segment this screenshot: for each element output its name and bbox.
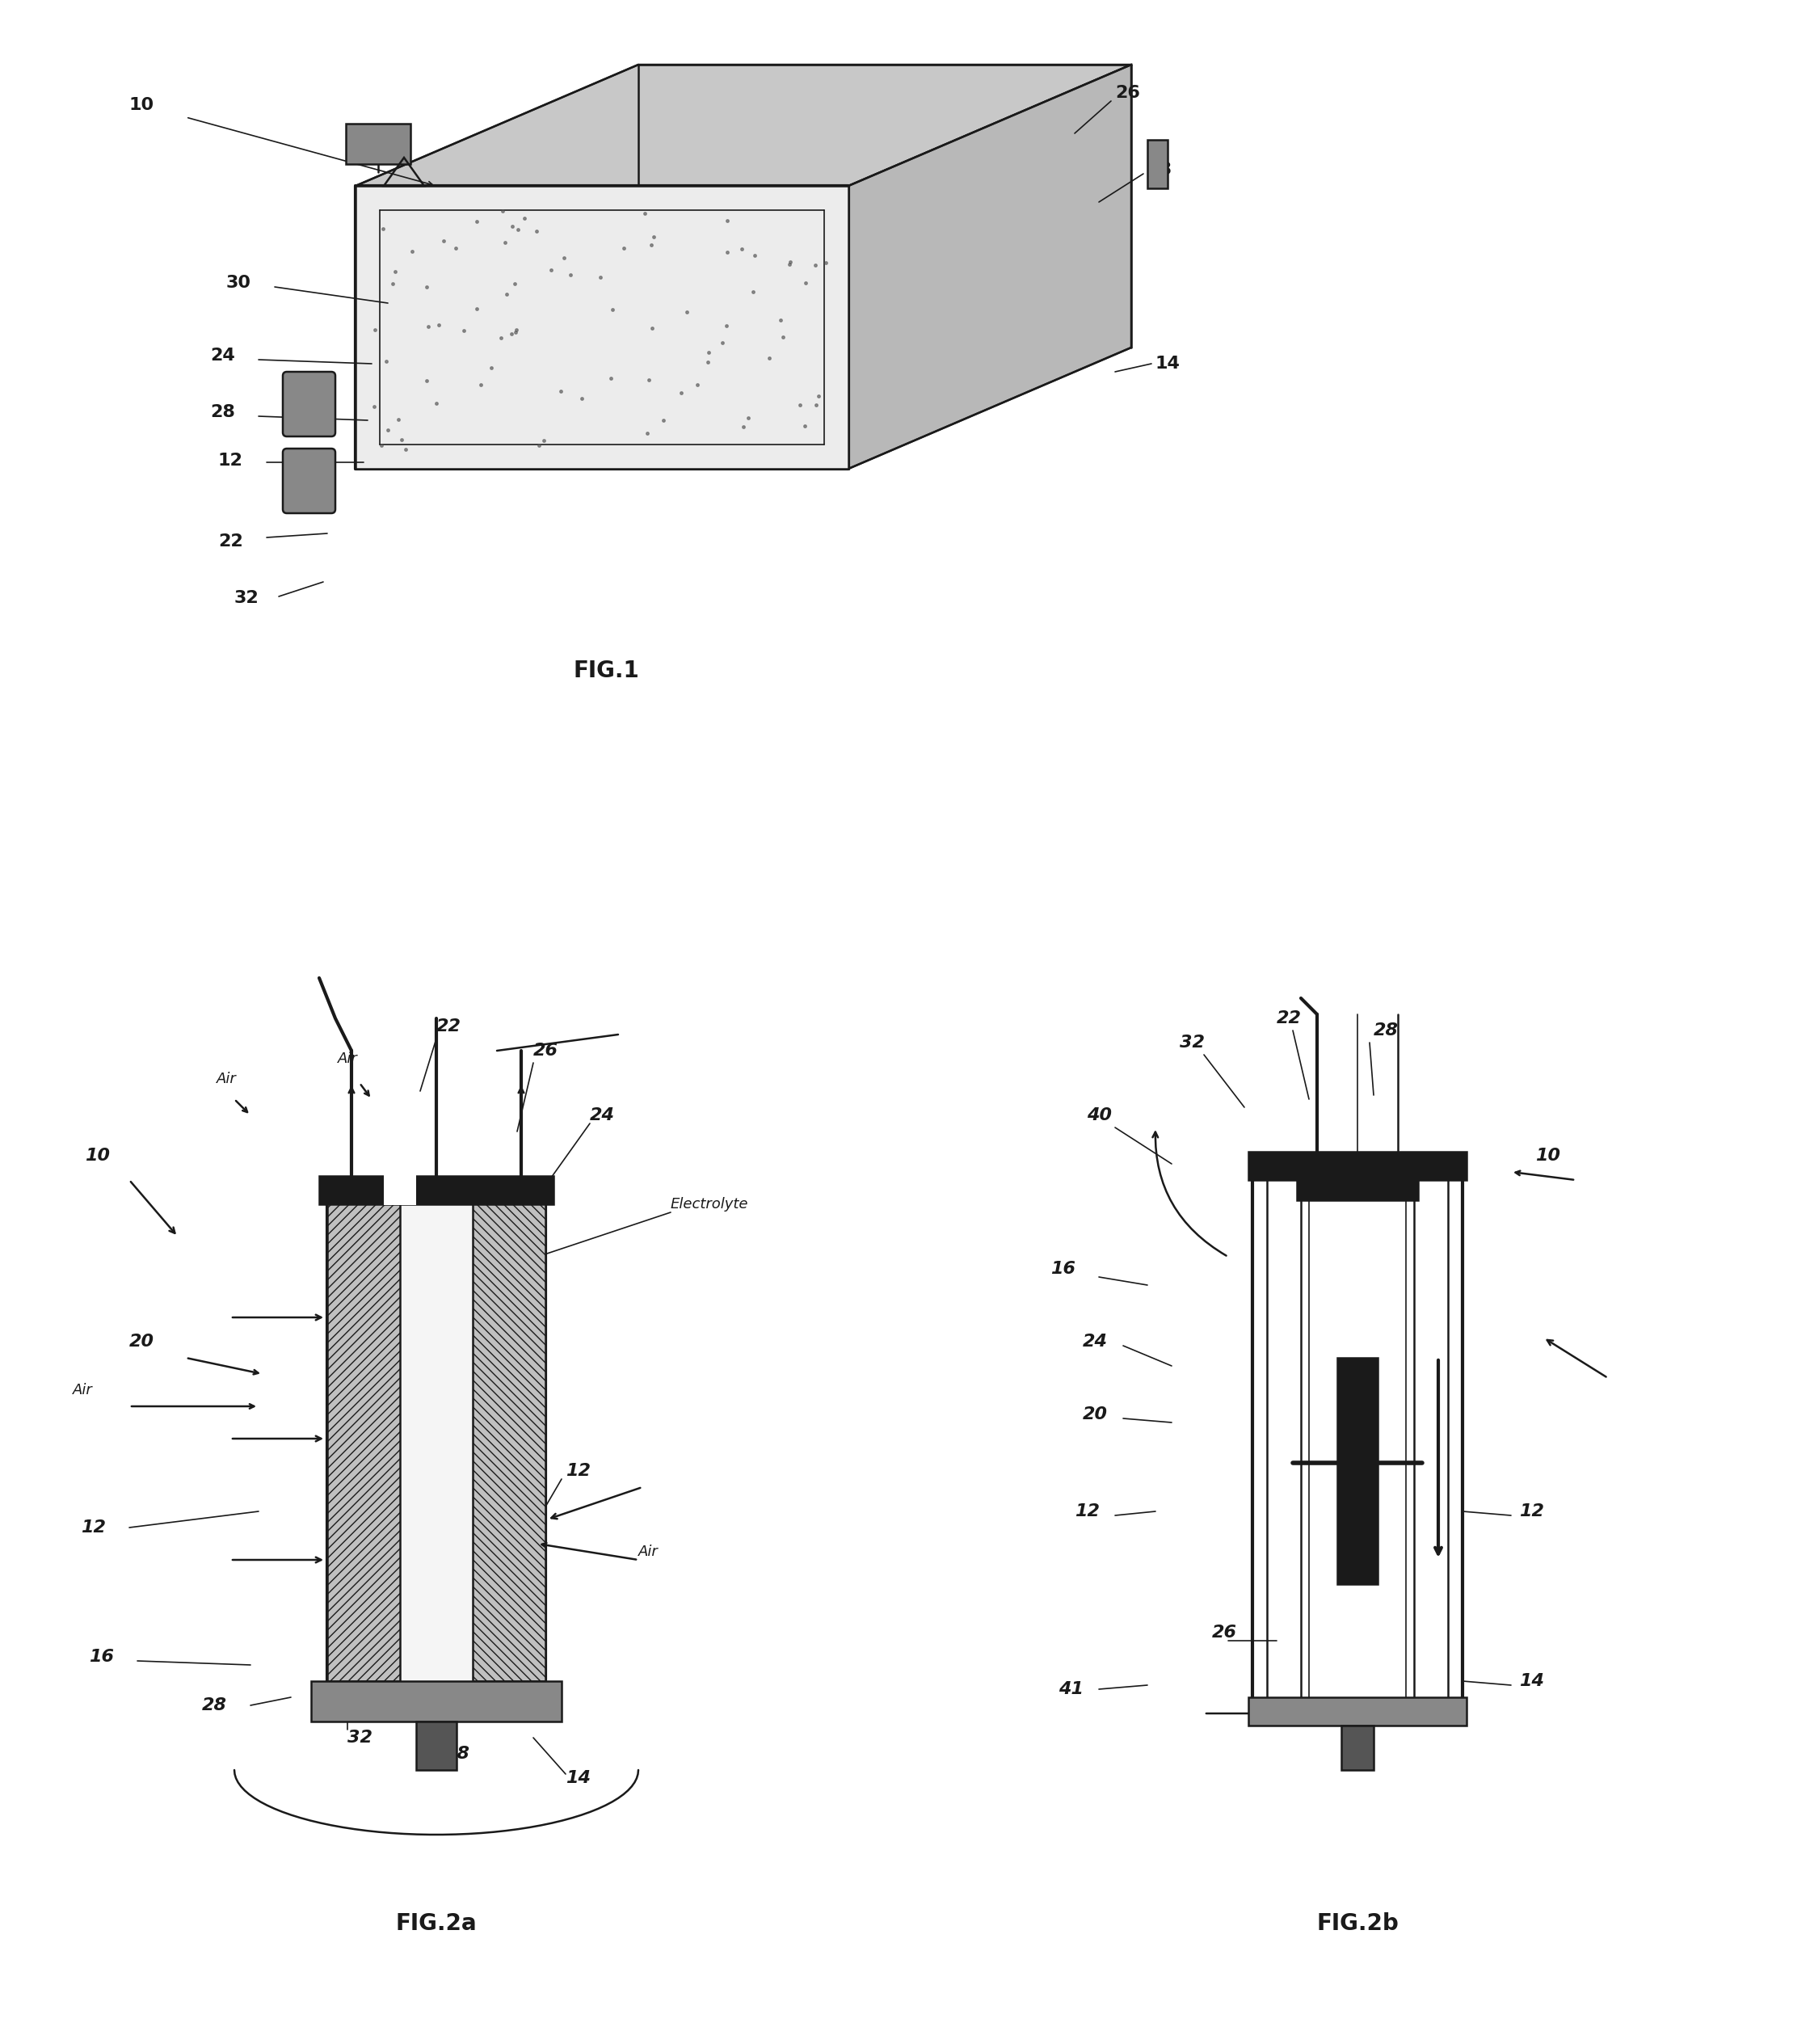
Text: 10: 10 xyxy=(129,96,154,112)
Text: 32: 32 xyxy=(1179,1034,1204,1051)
FancyBboxPatch shape xyxy=(283,372,336,437)
Polygon shape xyxy=(356,186,849,468)
Text: 28: 28 xyxy=(210,405,236,421)
Text: 16: 16 xyxy=(89,1650,114,1666)
Text: 24: 24 xyxy=(210,347,236,364)
Text: 32: 32 xyxy=(348,1729,372,1746)
Text: 10: 10 xyxy=(85,1147,111,1163)
Text: 40: 40 xyxy=(1087,1108,1112,1124)
Text: 14: 14 xyxy=(1518,1674,1544,1688)
Bar xyxy=(327,1196,399,1680)
Text: 32: 32 xyxy=(234,591,259,607)
Polygon shape xyxy=(849,65,1132,468)
Bar xyxy=(310,1680,562,1721)
Text: FIG.1: FIG.1 xyxy=(573,660,639,683)
Bar xyxy=(1248,1151,1466,1179)
Bar xyxy=(1248,1697,1466,1725)
Text: 14: 14 xyxy=(1156,356,1181,372)
Text: 24: 24 xyxy=(1083,1333,1108,1349)
Text: Air: Air xyxy=(216,1071,236,1085)
Text: 26: 26 xyxy=(533,1042,559,1059)
Text: 20: 20 xyxy=(1083,1406,1108,1423)
Polygon shape xyxy=(356,65,1132,186)
Bar xyxy=(385,1175,415,1206)
Bar xyxy=(415,1721,457,1770)
Text: 12: 12 xyxy=(1074,1502,1099,1519)
Text: 12: 12 xyxy=(1518,1502,1544,1519)
Text: FIG.2a: FIG.2a xyxy=(395,1913,477,1936)
Text: 12: 12 xyxy=(82,1519,105,1535)
Text: 18: 18 xyxy=(444,1746,470,1762)
Bar xyxy=(399,1196,473,1680)
Text: 22: 22 xyxy=(1277,1010,1302,1026)
Text: 28: 28 xyxy=(201,1697,227,1713)
Text: 18: 18 xyxy=(1148,161,1172,178)
Text: 22: 22 xyxy=(218,533,243,550)
Bar xyxy=(1297,1171,1419,1200)
Text: 26: 26 xyxy=(1212,1625,1237,1641)
Bar xyxy=(319,1175,553,1204)
Text: 16: 16 xyxy=(1050,1261,1076,1278)
FancyBboxPatch shape xyxy=(283,448,336,513)
Bar xyxy=(1148,139,1168,188)
Text: 20: 20 xyxy=(129,1333,154,1349)
Text: 24: 24 xyxy=(590,1108,615,1124)
Bar xyxy=(345,123,410,164)
Text: Electrolyte: Electrolyte xyxy=(671,1198,749,1212)
Bar xyxy=(473,1196,546,1680)
Text: 41: 41 xyxy=(1059,1680,1083,1697)
Text: 12: 12 xyxy=(566,1464,591,1480)
Text: 28: 28 xyxy=(1373,1022,1399,1038)
Text: 12: 12 xyxy=(218,452,243,468)
Text: 10: 10 xyxy=(1535,1147,1560,1163)
Bar xyxy=(1337,1357,1377,1584)
Text: Air: Air xyxy=(639,1545,658,1560)
Bar xyxy=(1341,1725,1373,1770)
Text: 22: 22 xyxy=(437,1018,461,1034)
Text: Air: Air xyxy=(73,1384,93,1398)
Text: FIG.2b: FIG.2b xyxy=(1317,1913,1399,1936)
Text: 26: 26 xyxy=(1116,86,1139,100)
Text: Air: Air xyxy=(337,1051,357,1067)
Text: 30: 30 xyxy=(227,274,252,290)
Text: 14: 14 xyxy=(566,1770,591,1786)
